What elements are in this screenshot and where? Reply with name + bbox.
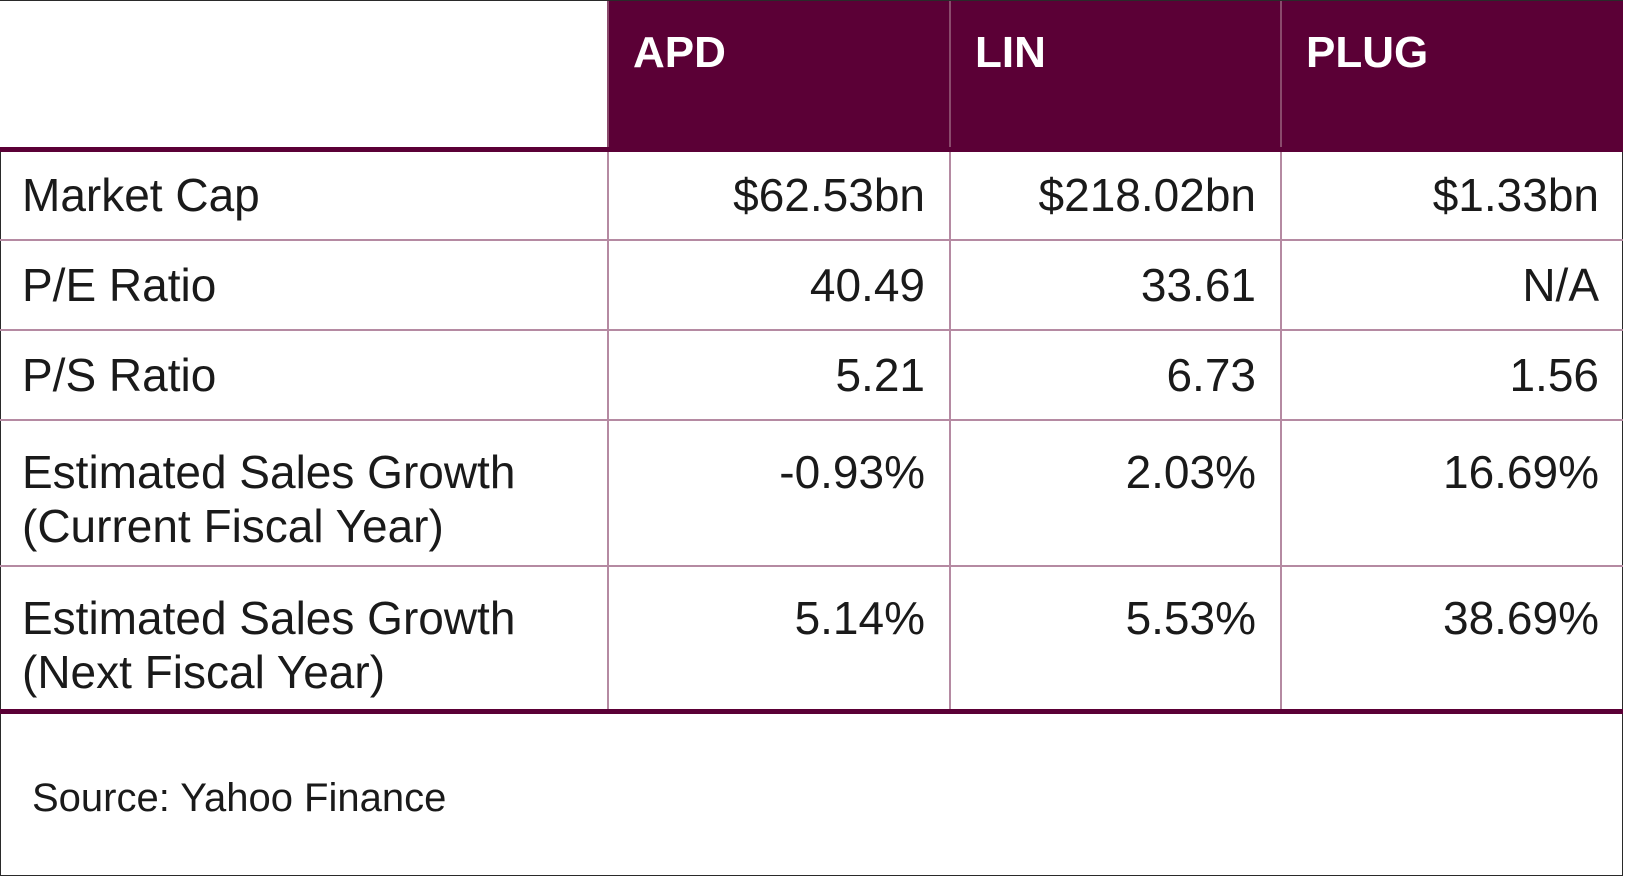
cell-apd-sales-growth-current: -0.93% [607, 419, 950, 567]
row-label-sales-growth-current: Estimated Sales Growth (Current Fiscal Y… [0, 419, 608, 567]
cell-plug-market-cap: $1.33bn [1280, 149, 1623, 241]
row-label-line-1: Estimated Sales Growth [22, 591, 516, 644]
header-apd: APD [607, 1, 950, 150]
cell-plug-sales-growth-current: 16.69% [1280, 419, 1623, 567]
header-empty-cell [0, 1, 608, 150]
cell-plug-ps-ratio: 1.56 [1280, 329, 1623, 421]
header-plug: PLUG [1280, 1, 1623, 150]
row-label-ps-ratio: P/S Ratio [0, 329, 608, 421]
table-row: Estimated Sales Growth (Next Fiscal Year… [0, 565, 1623, 714]
cell-lin-pe-ratio: 33.61 [949, 239, 1281, 331]
cell-lin-sales-growth-current: 2.03% [949, 419, 1281, 567]
header-row: APD LIN PLUG [0, 1, 1623, 150]
right-edge [1623, 0, 1625, 878]
row-label-line-2: (Next Fiscal Year) [22, 645, 386, 698]
table-row: P/S Ratio 5.21 6.73 1.56 [0, 329, 1623, 421]
cell-plug-pe-ratio: N/A [1280, 239, 1623, 331]
row-label-market-cap: Market Cap [0, 149, 608, 241]
header-lin: LIN [949, 1, 1281, 150]
cell-lin-market-cap: $218.02bn [949, 149, 1281, 241]
cell-plug-sales-growth-next: 38.69% [1280, 565, 1623, 714]
table-row: P/E Ratio 40.49 33.61 N/A [0, 239, 1623, 331]
cell-lin-sales-growth-next: 5.53% [949, 565, 1281, 714]
row-label-pe-ratio: P/E Ratio [0, 239, 608, 331]
comparison-table: APD LIN PLUG Market Cap $62.53bn $218.02… [0, 1, 1623, 714]
row-label-line-1: Estimated Sales Growth [22, 445, 516, 498]
cell-apd-sales-growth-next: 5.14% [607, 565, 950, 714]
row-label-line-2: (Current Fiscal Year) [22, 499, 444, 552]
cell-apd-market-cap: $62.53bn [607, 149, 950, 241]
cell-apd-pe-ratio: 40.49 [607, 239, 950, 331]
table-row: Estimated Sales Growth (Current Fiscal Y… [0, 419, 1623, 567]
table-row: Market Cap $62.53bn $218.02bn $1.33bn [0, 149, 1623, 241]
cell-lin-ps-ratio: 6.73 [949, 329, 1281, 421]
cell-apd-ps-ratio: 5.21 [607, 329, 950, 421]
source-note: Source: Yahoo Finance [32, 776, 447, 820]
row-label-sales-growth-next: Estimated Sales Growth (Next Fiscal Year… [0, 565, 608, 714]
